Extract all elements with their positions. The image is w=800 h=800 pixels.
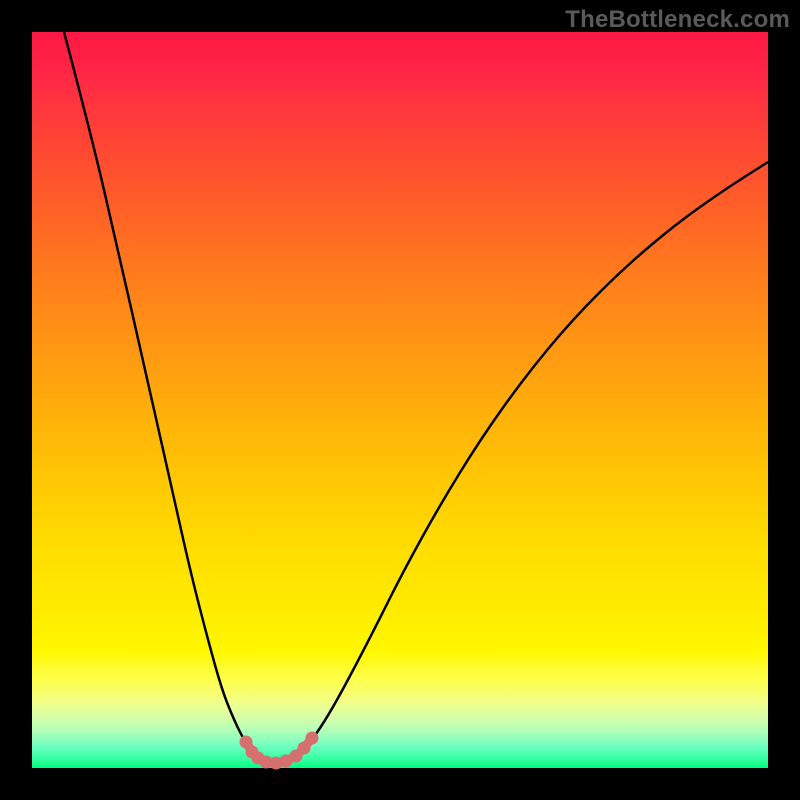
curve-layer [0,0,800,800]
marker-dot [306,732,319,745]
marker-dots-group [240,732,319,770]
bottleneck-curve [64,32,768,762]
chart-root: { "watermark": { "text": "TheBottleneck.… [0,0,800,800]
